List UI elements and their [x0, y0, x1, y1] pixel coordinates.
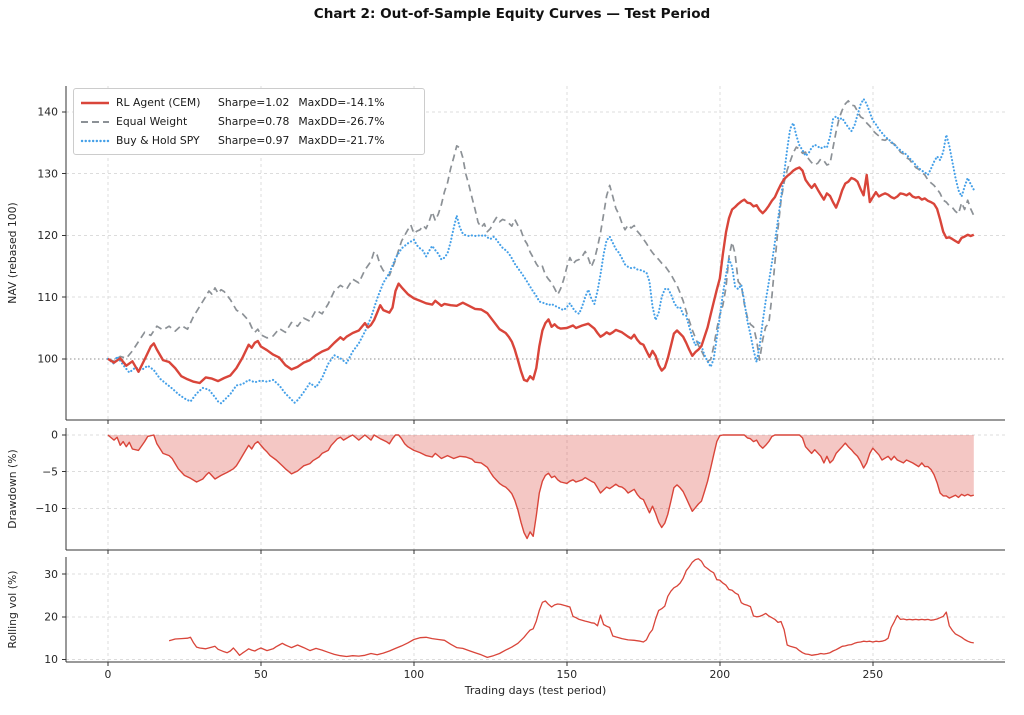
nav-series-equal-weight: [107, 99, 975, 363]
x-tick-label: 0: [104, 668, 111, 681]
dashed-line-swatch: [81, 120, 109, 123]
legend-label: RL Agent (CEM): [116, 96, 201, 109]
nav-series-buy-hold-spy: [106, 97, 975, 405]
x-tick-label: 100: [404, 668, 425, 681]
legend-maxdd: MaxDD=-14.1%: [298, 96, 385, 109]
x-tick-label: 50: [254, 668, 268, 681]
legend-item-rl-agent: RL Agent (CEM) Sharpe=1.02 MaxDD=-14.1%: [80, 93, 416, 112]
nav-ylabel: NAV (rebased 100): [6, 202, 19, 304]
vol-series-rl-agent-rolling-vol: [168, 558, 974, 659]
nav-panel: 100 110 120 130 140 NAV (rebased 100): [6, 86, 1005, 424]
dd-series-rl-agent-drawdown: [107, 434, 974, 540]
x-tick-label: 150: [557, 668, 578, 681]
dd-ytick-label: −5: [42, 465, 58, 478]
vol-ytick-label: 20: [44, 611, 58, 624]
nav-ytick-label: 130: [37, 167, 58, 180]
solid-line-swatch: [81, 101, 109, 104]
vol-ylabel: Rolling vol (%): [6, 571, 19, 649]
dd-ytick-label: 0: [51, 429, 58, 442]
nav-series-rl-agent-cem-: [107, 166, 975, 385]
dd-ylabel: Drawdown (%): [6, 449, 19, 528]
legend-maxdd: MaxDD=-26.7%: [298, 115, 385, 128]
dd-panel: 0 −5 −10 Drawdown (%): [6, 428, 1005, 554]
dotted-line-swatch: [80, 139, 110, 142]
legend-item-buy-hold-spy: Buy & Hold SPY Sharpe=0.97 MaxDD=-21.7%: [80, 131, 416, 150]
nav-ytick-label: 140: [37, 106, 58, 119]
legend-maxdd: MaxDD=-21.7%: [298, 134, 385, 147]
nav-ytick-label: 100: [37, 353, 58, 366]
legend-sharpe: Sharpe=0.78: [218, 115, 290, 128]
vol-ytick-label: 10: [44, 653, 58, 666]
chart-title: Chart 2: Out-of-Sample Equity Curves — T…: [313, 6, 711, 22]
legend-label: Equal Weight: [116, 115, 188, 128]
legend-label: Buy & Hold SPY: [116, 134, 200, 147]
legend: RL Agent (CEM) Sharpe=1.02 MaxDD=-14.1% E…: [73, 88, 425, 155]
nav-ytick-label: 110: [37, 291, 58, 304]
x-axis-label: Trading days (test period): [464, 684, 607, 697]
x-tick-label: 200: [710, 668, 731, 681]
legend-item-equal-weight: Equal Weight Sharpe=0.78 MaxDD=-26.7%: [80, 112, 416, 131]
legend-sharpe: Sharpe=1.02: [218, 96, 290, 109]
legend-sharpe: Sharpe=0.97: [218, 134, 290, 147]
vol-panel: 10 20 30 0 50 100 150 200 250 Rolling vol (%): [6, 557, 1005, 681]
dd-ytick-label: −10: [35, 502, 58, 515]
nav-ytick-label: 120: [37, 229, 58, 242]
x-tick-label: 250: [863, 668, 884, 681]
vol-ytick-label: 30: [44, 568, 58, 581]
